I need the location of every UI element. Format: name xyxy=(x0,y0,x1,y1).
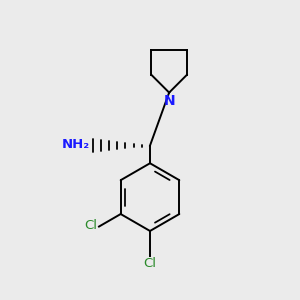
Text: NH₂: NH₂ xyxy=(62,138,90,151)
Text: Cl: Cl xyxy=(143,257,157,271)
Text: N: N xyxy=(163,94,175,108)
Text: Cl: Cl xyxy=(85,220,98,232)
